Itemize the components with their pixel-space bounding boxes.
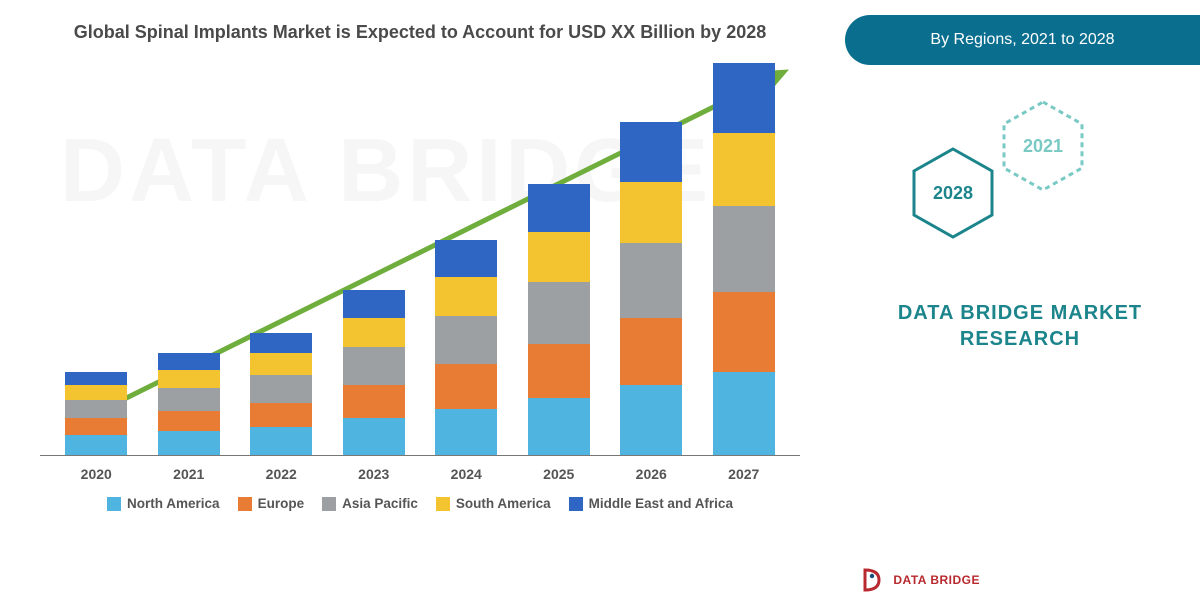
x-axis-label: 2024 — [435, 466, 497, 482]
bar-segment — [343, 418, 405, 455]
bar-segment — [343, 290, 405, 318]
chart-panel: DATA BRIDGE Global Spinal Implants Marke… — [0, 0, 830, 600]
x-axis-label: 2026 — [620, 466, 682, 482]
bar-segment — [343, 318, 405, 348]
legend-label: Europe — [258, 496, 305, 511]
bar-segment — [435, 240, 497, 277]
legend-swatch-icon — [322, 497, 336, 511]
bar-segment — [713, 133, 775, 206]
bar-segment — [250, 375, 312, 403]
side-banner: By Regions, 2021 to 2028 — [845, 15, 1200, 65]
chart-title: Global Spinal Implants Market is Expecte… — [30, 20, 810, 44]
x-axis-label: 2020 — [65, 466, 127, 482]
legend-item: Middle East and Africa — [569, 496, 733, 511]
bar-segment — [343, 385, 405, 418]
bar-segment — [250, 427, 312, 455]
bar-segment — [65, 435, 127, 455]
plot-area — [40, 56, 800, 456]
legend-swatch-icon — [436, 497, 450, 511]
main-container: DATA BRIDGE Global Spinal Implants Marke… — [0, 0, 1200, 600]
legend-label: Asia Pacific — [342, 496, 418, 511]
bar-segment — [528, 282, 590, 343]
bar-segment — [620, 243, 682, 317]
bar-segment — [435, 277, 497, 316]
bar-segment — [250, 403, 312, 427]
bar-segment — [158, 431, 220, 455]
x-axis-label: 2023 — [343, 466, 405, 482]
bar-segment — [435, 316, 497, 364]
x-axis-label: 2021 — [158, 466, 220, 482]
bar-segment — [713, 292, 775, 372]
legend-swatch-icon — [107, 497, 121, 511]
legend-label: Middle East and Africa — [589, 496, 733, 511]
bar-segment — [713, 206, 775, 292]
bar-segment — [250, 353, 312, 375]
bar-column — [620, 122, 682, 455]
bar-segment — [620, 122, 682, 182]
logo-mark-icon — [859, 566, 887, 594]
legend-item: North America — [107, 496, 220, 511]
bar-segment — [158, 388, 220, 410]
year-hexagon: 2028 — [910, 145, 996, 241]
legend-item: South America — [436, 496, 551, 511]
bar-segment — [65, 385, 127, 400]
bar-segment — [528, 398, 590, 456]
bar-column — [343, 290, 405, 456]
footer-logo-text: DATA BRIDGE — [893, 573, 980, 587]
bar-segment — [343, 347, 405, 384]
bar-column — [158, 353, 220, 455]
brand-label: DATA BRIDGE MARKET RESEARCH — [870, 300, 1170, 352]
x-axis-labels: 2020 2021 2022 2023 2024 2025 2026 2027 — [40, 456, 800, 482]
bars-row — [40, 56, 800, 455]
bar-segment — [528, 344, 590, 398]
bar-segment — [620, 385, 682, 456]
bar-segment — [435, 409, 497, 456]
x-axis-label: 2022 — [250, 466, 312, 482]
year-hexagon: 2021 — [1000, 98, 1086, 194]
hexagon-group: 20282021 — [880, 90, 1140, 290]
bar-column — [713, 63, 775, 456]
legend: North America Europe Asia Pacific South Ame… — [40, 496, 800, 511]
legend-item: Europe — [238, 496, 305, 511]
bar-column — [435, 240, 497, 456]
legend-label: South America — [456, 496, 551, 511]
bar-segment — [65, 418, 127, 435]
bar-segment — [65, 372, 127, 385]
bar-segment — [65, 400, 127, 419]
legend-swatch-icon — [238, 497, 252, 511]
bar-segment — [620, 182, 682, 243]
bar-segment — [713, 372, 775, 456]
bar-column — [65, 372, 127, 456]
bar-segment — [250, 333, 312, 353]
bar-segment — [435, 364, 497, 409]
legend-item: Asia Pacific — [322, 496, 418, 511]
bar-segment — [528, 232, 590, 282]
bar-segment — [528, 184, 590, 232]
bar-segment — [158, 370, 220, 389]
bar-segment — [158, 411, 220, 431]
x-axis-label: 2025 — [528, 466, 590, 482]
bar-column — [250, 333, 312, 456]
bar-segment — [158, 353, 220, 370]
footer-logo: DATA BRIDGE — [859, 566, 980, 594]
legend-label: North America — [127, 496, 220, 511]
x-axis-label: 2027 — [713, 466, 775, 482]
bar-segment — [713, 63, 775, 134]
legend-swatch-icon — [569, 497, 583, 511]
bar-segment — [620, 318, 682, 385]
bar-column — [528, 184, 590, 456]
side-panel: By Regions, 2021 to 2028 20282021 DATA B… — [830, 0, 1200, 600]
